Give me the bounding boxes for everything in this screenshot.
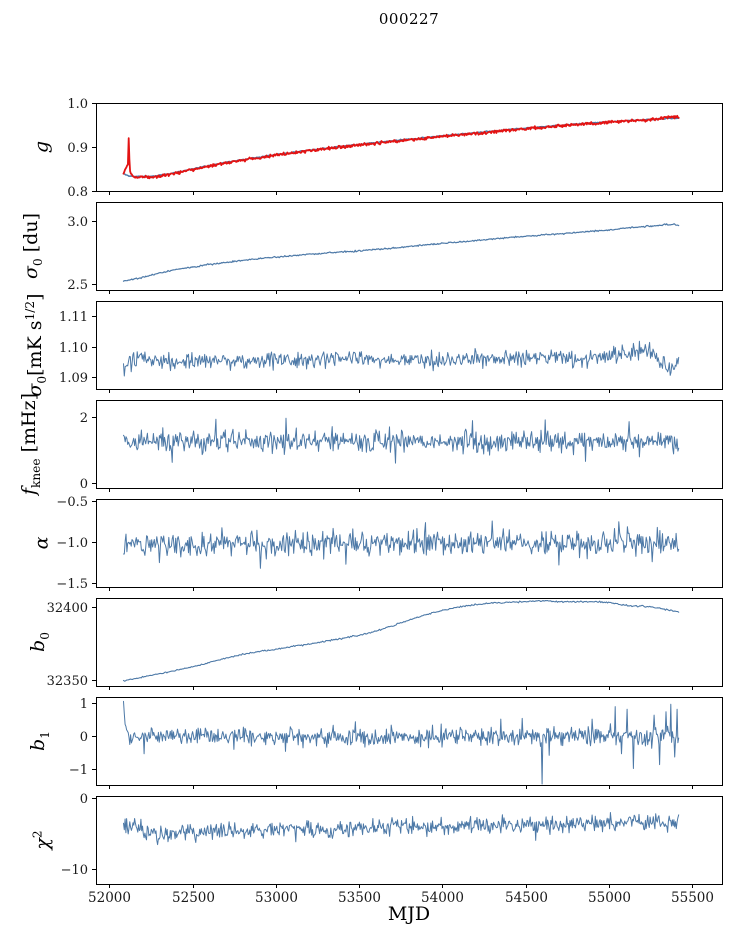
y-tick-label: −0.5 [56, 495, 88, 510]
y-tick-label: −1.0 [56, 536, 88, 551]
y-tick-label: 1.10 [59, 341, 88, 356]
y-tick-label: 32400 [47, 601, 88, 616]
axes-box [96, 697, 723, 786]
series-b1-data [123, 700, 680, 785]
x-tick-label: 53000 [255, 890, 298, 906]
y-tick-label: −10 [61, 863, 88, 878]
panel-g: 1.0 0.9 0.8 [67, 97, 723, 200]
y-tick-label: 1.0 [67, 97, 88, 112]
axes-box [96, 796, 723, 885]
y-tick-label: 32350 [47, 674, 88, 689]
x-axis-label: MJD [387, 903, 431, 925]
axes-box [96, 400, 723, 489]
y-tick-label: 0 [80, 792, 88, 807]
y-tick-label: 0.8 [67, 185, 88, 200]
x-tick-label: 54000 [421, 890, 464, 906]
axes-box [96, 202, 723, 291]
x-tick-label: 52000 [88, 890, 131, 906]
y-tick-label: 2.5 [67, 278, 88, 293]
axes-box [96, 103, 723, 192]
y-tick-label: 3.0 [67, 215, 88, 230]
series-sigma0_du-data [122, 223, 680, 282]
y-tick-label: 0 [80, 730, 88, 745]
axes-box [96, 598, 723, 687]
x-tick-label: 55500 [671, 890, 714, 906]
series-fknee-data [123, 417, 680, 464]
y-tick-label: 0 [80, 477, 88, 492]
panel-b0: 32400 32350 [47, 598, 723, 690]
series-alpha-data [123, 520, 680, 569]
plot-title: 000227 [378, 10, 440, 28]
y-tick-label: 1.11 [59, 310, 88, 325]
panel-sigma0_du: 3.0 2.5 [67, 202, 723, 294]
series-g-model [122, 117, 680, 178]
y-tick-label: 1.09 [59, 371, 88, 386]
y-tick-label: −1 [69, 763, 88, 778]
panel-sigma0_mks: 1.11 1.10 1.09 [59, 301, 723, 393]
panel-alpha: −0.5 −1.0 −1.5 [56, 495, 723, 592]
panel-b1: 1 0 −1 [69, 697, 723, 789]
series-sigma0_mks-data [123, 340, 680, 377]
x-tick-label: 54500 [505, 890, 548, 906]
x-tick-label: 53500 [338, 890, 381, 906]
y-tick-label: 1 [80, 697, 88, 712]
series-chi2-data [123, 812, 680, 846]
y-tick-label: 0.9 [67, 141, 88, 156]
series-g-data [122, 114, 680, 180]
y-tick-label: −1.5 [56, 577, 88, 592]
axes-box [96, 499, 723, 588]
y-tick-label: 2 [80, 411, 88, 426]
x-tick-label: 52500 [172, 890, 215, 906]
axes-box [96, 301, 723, 390]
series-b0-data [122, 599, 680, 682]
x-tick-label: 55000 [588, 890, 631, 906]
panel-fknee: 20 [80, 400, 723, 492]
